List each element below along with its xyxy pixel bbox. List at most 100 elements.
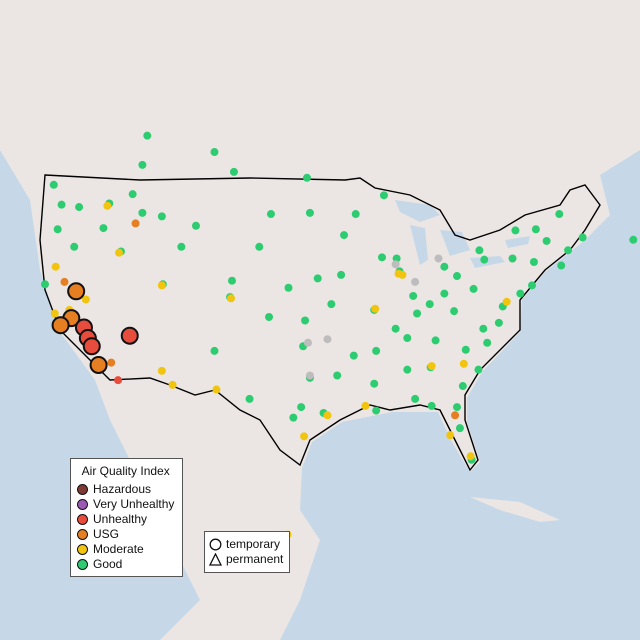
monitor-point[interactable] (300, 432, 309, 441)
monitor-point[interactable] (542, 236, 551, 245)
temporary-monitor[interactable] (67, 282, 86, 301)
monitor-point[interactable] (479, 324, 488, 333)
temporary-monitor[interactable] (120, 326, 139, 345)
monitor-point[interactable] (483, 338, 492, 347)
monitor-point[interactable] (413, 309, 422, 318)
monitor-point[interactable] (508, 254, 517, 263)
monitor-point[interactable] (440, 289, 449, 298)
monitor-point[interactable] (466, 452, 475, 461)
monitor-point[interactable] (289, 413, 298, 422)
monitor-point[interactable] (131, 219, 140, 228)
monitor-point[interactable] (474, 365, 483, 374)
monitor-point[interactable] (440, 262, 449, 271)
monitor-point[interactable] (265, 313, 274, 321)
monitor-point[interactable] (157, 212, 166, 221)
monitor-point[interactable] (301, 316, 310, 325)
monitor-point[interactable] (459, 359, 468, 368)
monitor-point[interactable] (75, 203, 84, 212)
monitor-point[interactable] (378, 253, 387, 262)
monitor-point[interactable] (391, 260, 400, 269)
monitor-point[interactable] (177, 242, 186, 251)
monitor-point[interactable] (115, 248, 124, 257)
monitor-point[interactable] (425, 300, 434, 309)
monitor-point[interactable] (107, 358, 116, 367)
monitor-point[interactable] (323, 335, 332, 344)
monitor-point[interactable] (49, 180, 58, 189)
monitor-point[interactable] (411, 394, 420, 403)
monitor-point[interactable] (361, 401, 370, 410)
monitor-point[interactable] (455, 424, 464, 433)
monitor-point[interactable] (434, 254, 443, 263)
monitor-point[interactable] (245, 394, 254, 403)
monitor-point[interactable] (303, 338, 312, 347)
monitor-point[interactable] (212, 385, 221, 394)
monitor-point[interactable] (403, 334, 412, 343)
monitor-point[interactable] (461, 345, 470, 354)
monitor-point[interactable] (340, 231, 349, 240)
monitor-point[interactable] (323, 411, 332, 420)
monitor-point[interactable] (391, 324, 400, 333)
temporary-monitor[interactable] (82, 337, 101, 356)
monitor-point[interactable] (453, 272, 462, 281)
monitor-point[interactable] (629, 235, 638, 244)
monitor-point[interactable] (191, 221, 200, 230)
monitor-point[interactable] (41, 280, 49, 289)
monitor-point[interactable] (53, 225, 62, 234)
monitor-point[interactable] (57, 200, 66, 209)
monitor-point[interactable] (409, 291, 418, 300)
monitor-point[interactable] (305, 371, 314, 380)
monitor-point[interactable] (229, 167, 238, 176)
monitor-point[interactable] (480, 255, 489, 264)
monitor-point[interactable] (578, 233, 587, 242)
monitor-point[interactable] (228, 276, 237, 285)
monitor-point[interactable] (427, 401, 436, 410)
monitor-point[interactable] (529, 258, 538, 267)
monitor-point[interactable] (210, 148, 219, 157)
monitor-point[interactable] (333, 371, 342, 380)
monitor-point[interactable] (431, 336, 440, 345)
monitor-point[interactable] (451, 411, 460, 420)
monitor-point[interactable] (128, 190, 137, 199)
monitor-point[interactable] (411, 277, 420, 286)
monitor-point[interactable] (564, 246, 573, 255)
monitor-point[interactable] (516, 289, 525, 298)
monitor-point[interactable] (210, 346, 219, 355)
monitor-point[interactable] (349, 351, 358, 360)
monitor-point[interactable] (475, 246, 484, 255)
monitor-point[interactable] (138, 208, 147, 217)
monitor-point[interactable] (511, 226, 520, 235)
monitor-point[interactable] (528, 281, 536, 290)
monitor-point[interactable] (157, 281, 166, 290)
monitor-point[interactable] (469, 284, 478, 293)
monitor-point[interactable] (255, 242, 264, 251)
monitor-point[interactable] (502, 297, 511, 306)
monitor-point[interactable] (327, 300, 336, 309)
monitor-point[interactable] (81, 295, 90, 304)
monitor-point[interactable] (114, 376, 123, 385)
monitor-point[interactable] (70, 242, 79, 251)
monitor-point[interactable] (266, 210, 275, 219)
monitor-point[interactable] (370, 379, 379, 388)
monitor-point[interactable] (427, 362, 436, 371)
monitor-point[interactable] (372, 406, 381, 415)
monitor-point[interactable] (555, 210, 564, 219)
monitor-point[interactable] (99, 224, 108, 233)
monitor-point[interactable] (297, 403, 306, 412)
monitor-point[interactable] (494, 318, 503, 327)
monitor-point[interactable] (227, 294, 236, 303)
monitor-point[interactable] (284, 283, 293, 292)
monitor-point[interactable] (372, 346, 381, 355)
monitor-point[interactable] (446, 431, 455, 440)
monitor-point[interactable] (458, 382, 467, 391)
monitor-point[interactable] (157, 366, 166, 375)
monitor-point[interactable] (60, 277, 69, 286)
monitor-point[interactable] (305, 208, 314, 217)
monitor-point[interactable] (557, 261, 566, 270)
monitor-point[interactable] (398, 270, 407, 279)
monitor-point[interactable] (351, 210, 360, 219)
monitor-point[interactable] (50, 309, 59, 318)
monitor-point[interactable] (51, 262, 60, 271)
monitor-point[interactable] (379, 191, 388, 200)
monitor-point[interactable] (453, 403, 462, 412)
monitor-point[interactable] (138, 160, 147, 169)
